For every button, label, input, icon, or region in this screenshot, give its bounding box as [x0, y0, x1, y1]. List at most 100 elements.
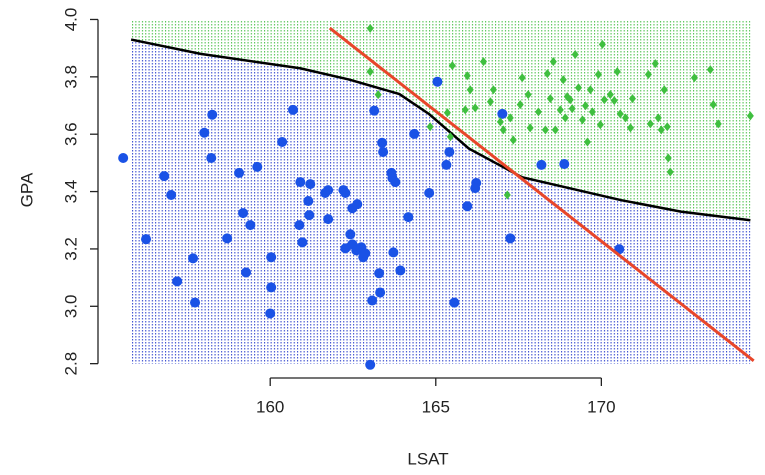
point — [646, 119, 654, 129]
point — [628, 94, 636, 104]
point — [238, 208, 249, 219]
point — [489, 85, 497, 95]
point — [583, 137, 591, 147]
point — [690, 73, 698, 83]
point — [663, 122, 671, 132]
point — [390, 177, 401, 188]
point — [575, 83, 583, 93]
point — [288, 104, 299, 115]
point — [471, 177, 482, 188]
point — [714, 119, 722, 129]
y-axis-label: GPA — [17, 172, 36, 207]
point — [462, 201, 473, 212]
point — [360, 248, 371, 259]
point — [566, 95, 574, 105]
point — [241, 267, 252, 278]
point — [471, 103, 479, 113]
point — [366, 23, 374, 33]
point — [265, 308, 276, 319]
point — [424, 188, 435, 198]
point — [374, 90, 382, 100]
point — [654, 113, 662, 123]
point — [666, 167, 674, 177]
point — [466, 85, 474, 95]
point — [581, 101, 589, 111]
point — [375, 287, 386, 298]
point — [594, 70, 602, 80]
point — [578, 115, 586, 125]
point — [340, 188, 351, 198]
point — [245, 220, 256, 231]
point — [441, 159, 452, 170]
point — [559, 159, 570, 170]
point — [277, 136, 288, 147]
point — [199, 127, 210, 138]
point — [561, 113, 569, 123]
point — [159, 171, 170, 182]
point — [252, 161, 263, 172]
point — [369, 105, 380, 116]
point — [395, 265, 406, 276]
point — [559, 75, 567, 85]
point — [546, 94, 554, 104]
point — [506, 113, 514, 123]
point — [622, 113, 630, 123]
point — [207, 109, 218, 120]
point — [543, 69, 551, 79]
point — [505, 233, 516, 244]
point — [549, 57, 557, 67]
point — [432, 76, 443, 87]
region-above — [131, 19, 751, 221]
point — [541, 125, 549, 135]
point — [266, 252, 277, 263]
point — [377, 137, 388, 148]
point — [374, 268, 385, 279]
x-axis-label: LSAT — [407, 449, 448, 468]
point — [461, 105, 469, 115]
point — [551, 125, 559, 135]
point — [610, 96, 618, 106]
point — [323, 214, 334, 225]
point — [556, 105, 564, 115]
point — [499, 125, 507, 135]
point — [509, 135, 517, 145]
point — [706, 65, 714, 75]
point — [516, 100, 524, 110]
point — [141, 234, 152, 245]
point — [598, 39, 606, 49]
point — [497, 108, 508, 119]
point — [443, 108, 451, 118]
point — [366, 67, 374, 77]
x-tick-label: 165 — [422, 397, 450, 416]
point — [365, 359, 376, 370]
point — [234, 167, 245, 178]
point — [188, 253, 199, 264]
point — [479, 57, 487, 67]
point — [486, 97, 494, 107]
point — [222, 233, 233, 244]
separating-line — [328, 26, 755, 362]
point — [664, 153, 672, 163]
x-tick-label: 170 — [587, 397, 615, 416]
point — [596, 120, 604, 130]
point — [448, 61, 456, 71]
point — [297, 237, 308, 248]
y-tick-label: 3.0 — [61, 294, 80, 318]
y-tick-label: 3.6 — [61, 122, 80, 146]
y-tick-label: 3.4 — [61, 180, 80, 204]
point — [709, 100, 717, 110]
point — [388, 247, 399, 258]
point — [403, 212, 414, 223]
point — [446, 132, 454, 142]
point — [568, 104, 576, 114]
decision-boundary — [130, 38, 751, 222]
point — [526, 123, 534, 133]
point — [463, 71, 471, 81]
x-tick-label: 160 — [256, 397, 284, 416]
point — [190, 297, 201, 308]
point — [426, 122, 434, 132]
point — [588, 107, 596, 117]
point — [294, 220, 305, 231]
point — [534, 107, 542, 117]
